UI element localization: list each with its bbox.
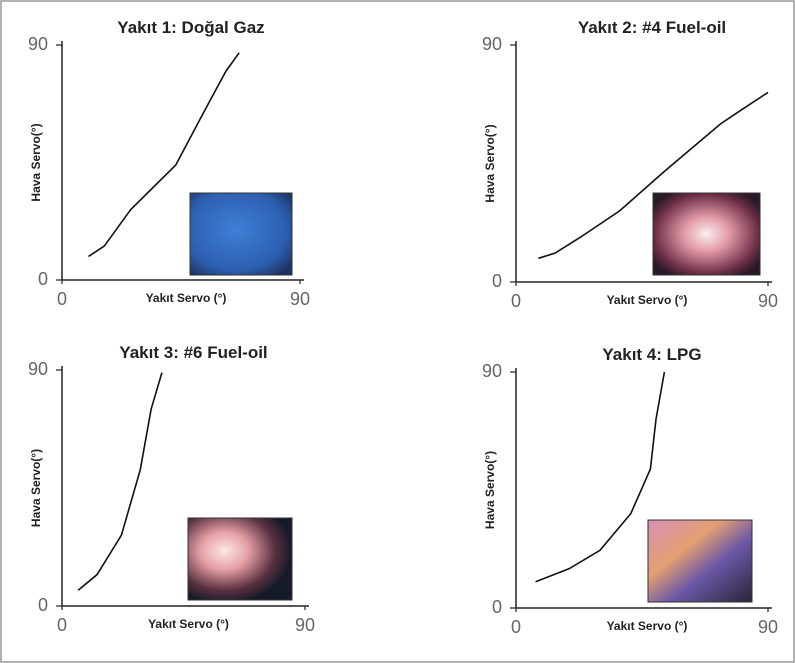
chart-title: Yakıt 2: #4 Fuel-oil xyxy=(578,18,726,37)
flame-photo xyxy=(648,520,752,602)
flame-photo xyxy=(653,193,760,275)
y-tick-label: 0 xyxy=(38,269,48,289)
x-tick-label: 0 xyxy=(511,291,521,311)
x-tick-label: 0 xyxy=(57,615,67,635)
x-axis-label: Yakıt Servo (°) xyxy=(607,293,688,307)
y-tick-label: 0 xyxy=(492,271,502,291)
figure: Yakıt 1: Doğal Gaz Yakıt Servo (°) Hava Se… xyxy=(0,0,795,663)
x-axis-label: Yakıt Servo (°) xyxy=(146,291,227,305)
y-tick-label: 90 xyxy=(28,34,48,54)
y-axis-label: Hava Servo(°) xyxy=(483,124,497,202)
x-tick-label: 90 xyxy=(290,289,310,309)
chart-title: Yakıt 3: #6 Fuel-oil xyxy=(119,343,267,362)
y-tick-label: 0 xyxy=(38,595,48,615)
y-tick-label: 90 xyxy=(482,361,502,381)
y-axis-label: Hava Servo(°) xyxy=(29,449,43,527)
x-tick-label: 90 xyxy=(758,291,778,311)
x-tick-label: 90 xyxy=(758,617,778,637)
flame-photo xyxy=(190,193,292,275)
x-tick-label: 0 xyxy=(57,289,67,309)
x-tick-label: 0 xyxy=(511,617,521,637)
y-axis-label: Hava Servo(°) xyxy=(29,123,43,201)
y-tick-label: 90 xyxy=(482,34,502,54)
y-axis-label: Hava Servo(°) xyxy=(483,451,497,529)
chart-title: Yakıt 1: Doğal Gaz xyxy=(117,18,264,37)
flame-photo xyxy=(188,518,292,600)
x-tick-label: 90 xyxy=(295,615,315,635)
y-tick-label: 90 xyxy=(28,359,48,379)
x-axis-label: Yakıt Servo (°) xyxy=(607,619,688,633)
y-tick-label: 0 xyxy=(492,597,502,617)
chart-title: Yakıt 4: LPG xyxy=(602,345,701,364)
x-axis-label: Yakıt Servo (°) xyxy=(148,617,229,631)
